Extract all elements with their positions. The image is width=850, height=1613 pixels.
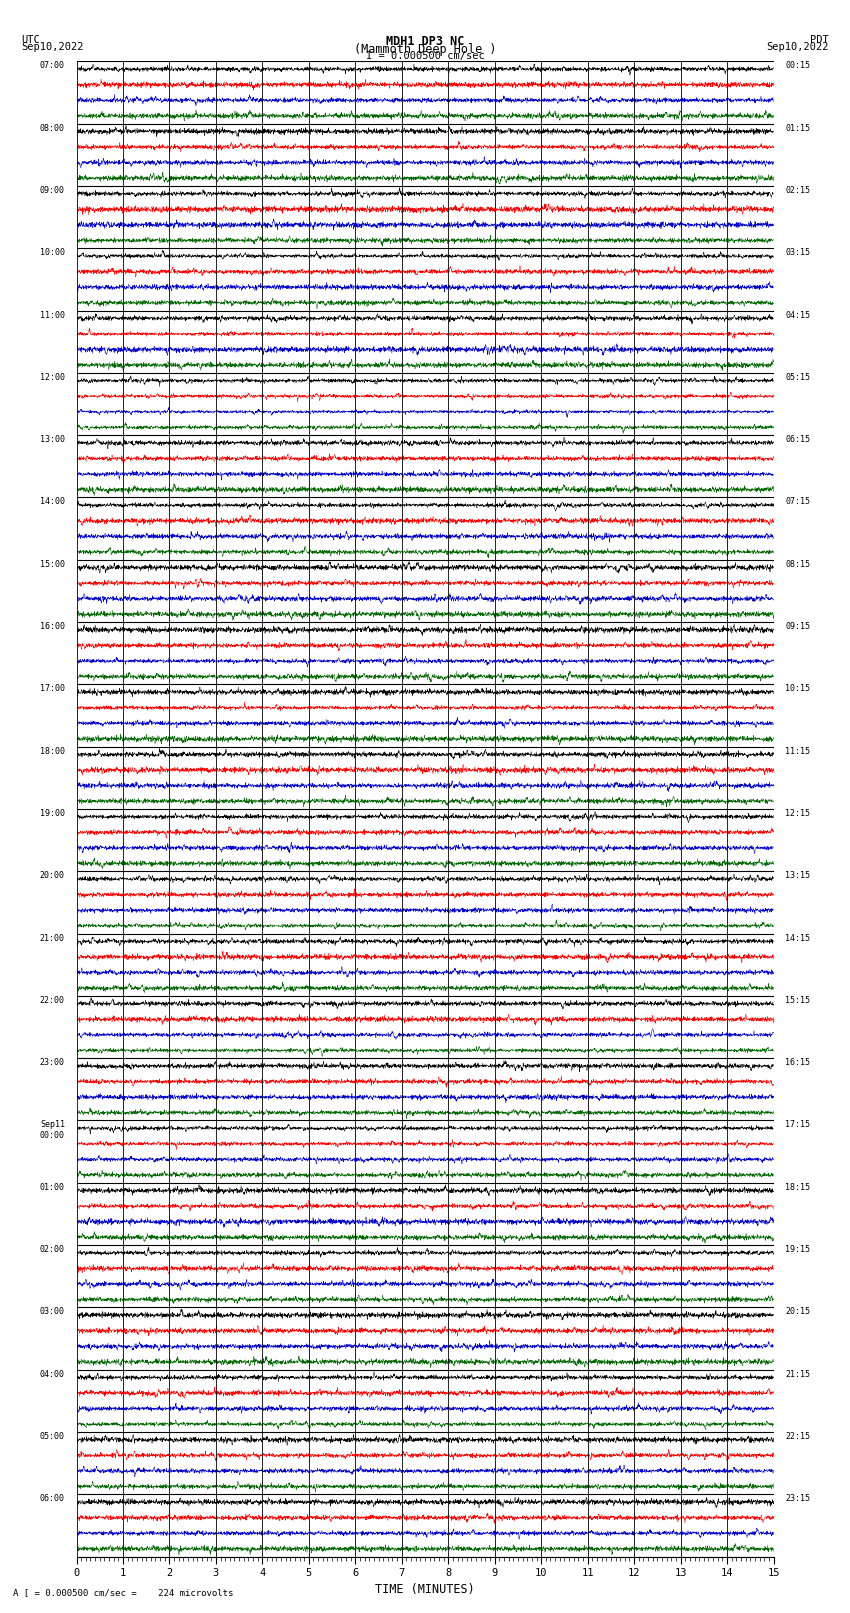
- Text: 22:15: 22:15: [785, 1432, 810, 1440]
- Text: 10:15: 10:15: [785, 684, 810, 694]
- Text: 11:15: 11:15: [785, 747, 810, 755]
- Text: 13:00: 13:00: [40, 436, 65, 444]
- Text: 22:00: 22:00: [40, 995, 65, 1005]
- Text: 12:00: 12:00: [40, 373, 65, 382]
- Text: 01:00: 01:00: [40, 1182, 65, 1192]
- Text: 18:15: 18:15: [785, 1182, 810, 1192]
- Text: Sep11
00:00: Sep11 00:00: [40, 1121, 65, 1140]
- Text: 05:15: 05:15: [785, 373, 810, 382]
- Text: 15:00: 15:00: [40, 560, 65, 569]
- Text: Sep10,2022: Sep10,2022: [766, 42, 829, 52]
- Text: 23:00: 23:00: [40, 1058, 65, 1068]
- Text: 20:00: 20:00: [40, 871, 65, 881]
- Text: 19:00: 19:00: [40, 810, 65, 818]
- Text: 04:00: 04:00: [40, 1369, 65, 1379]
- Text: PDT: PDT: [810, 35, 829, 45]
- Text: MDH1 DP3 NC: MDH1 DP3 NC: [386, 35, 464, 48]
- Text: 16:15: 16:15: [785, 1058, 810, 1068]
- Text: Sep10,2022: Sep10,2022: [21, 42, 84, 52]
- Text: 02:00: 02:00: [40, 1245, 65, 1253]
- Text: I = 0.000500 cm/sec: I = 0.000500 cm/sec: [366, 50, 484, 61]
- Text: 21:15: 21:15: [785, 1369, 810, 1379]
- Text: 17:00: 17:00: [40, 684, 65, 694]
- Text: 09:00: 09:00: [40, 185, 65, 195]
- Text: 15:15: 15:15: [785, 995, 810, 1005]
- Text: 05:00: 05:00: [40, 1432, 65, 1440]
- Text: 19:15: 19:15: [785, 1245, 810, 1253]
- Text: 03:15: 03:15: [785, 248, 810, 256]
- Text: 10:00: 10:00: [40, 248, 65, 256]
- Text: 06:00: 06:00: [40, 1494, 65, 1503]
- Text: 02:15: 02:15: [785, 185, 810, 195]
- Text: 08:15: 08:15: [785, 560, 810, 569]
- Text: 18:00: 18:00: [40, 747, 65, 755]
- Text: 06:15: 06:15: [785, 436, 810, 444]
- Text: A [ = 0.000500 cm/sec =    224 microvolts: A [ = 0.000500 cm/sec = 224 microvolts: [13, 1587, 233, 1597]
- Text: 14:15: 14:15: [785, 934, 810, 942]
- Text: 17:15: 17:15: [785, 1121, 810, 1129]
- X-axis label: TIME (MINUTES): TIME (MINUTES): [375, 1582, 475, 1595]
- Text: 09:15: 09:15: [785, 623, 810, 631]
- Text: 01:15: 01:15: [785, 124, 810, 132]
- Text: 14:00: 14:00: [40, 497, 65, 506]
- Text: 03:00: 03:00: [40, 1307, 65, 1316]
- Text: 11:00: 11:00: [40, 311, 65, 319]
- Text: 04:15: 04:15: [785, 311, 810, 319]
- Text: UTC: UTC: [21, 35, 40, 45]
- Text: 23:15: 23:15: [785, 1494, 810, 1503]
- Text: 00:15: 00:15: [785, 61, 810, 71]
- Text: 21:00: 21:00: [40, 934, 65, 942]
- Text: 13:15: 13:15: [785, 871, 810, 881]
- Text: 07:15: 07:15: [785, 497, 810, 506]
- Text: 08:00: 08:00: [40, 124, 65, 132]
- Text: 07:00: 07:00: [40, 61, 65, 71]
- Text: 12:15: 12:15: [785, 810, 810, 818]
- Text: 20:15: 20:15: [785, 1307, 810, 1316]
- Text: (Mammoth Deep Hole ): (Mammoth Deep Hole ): [354, 44, 496, 56]
- Text: 16:00: 16:00: [40, 623, 65, 631]
